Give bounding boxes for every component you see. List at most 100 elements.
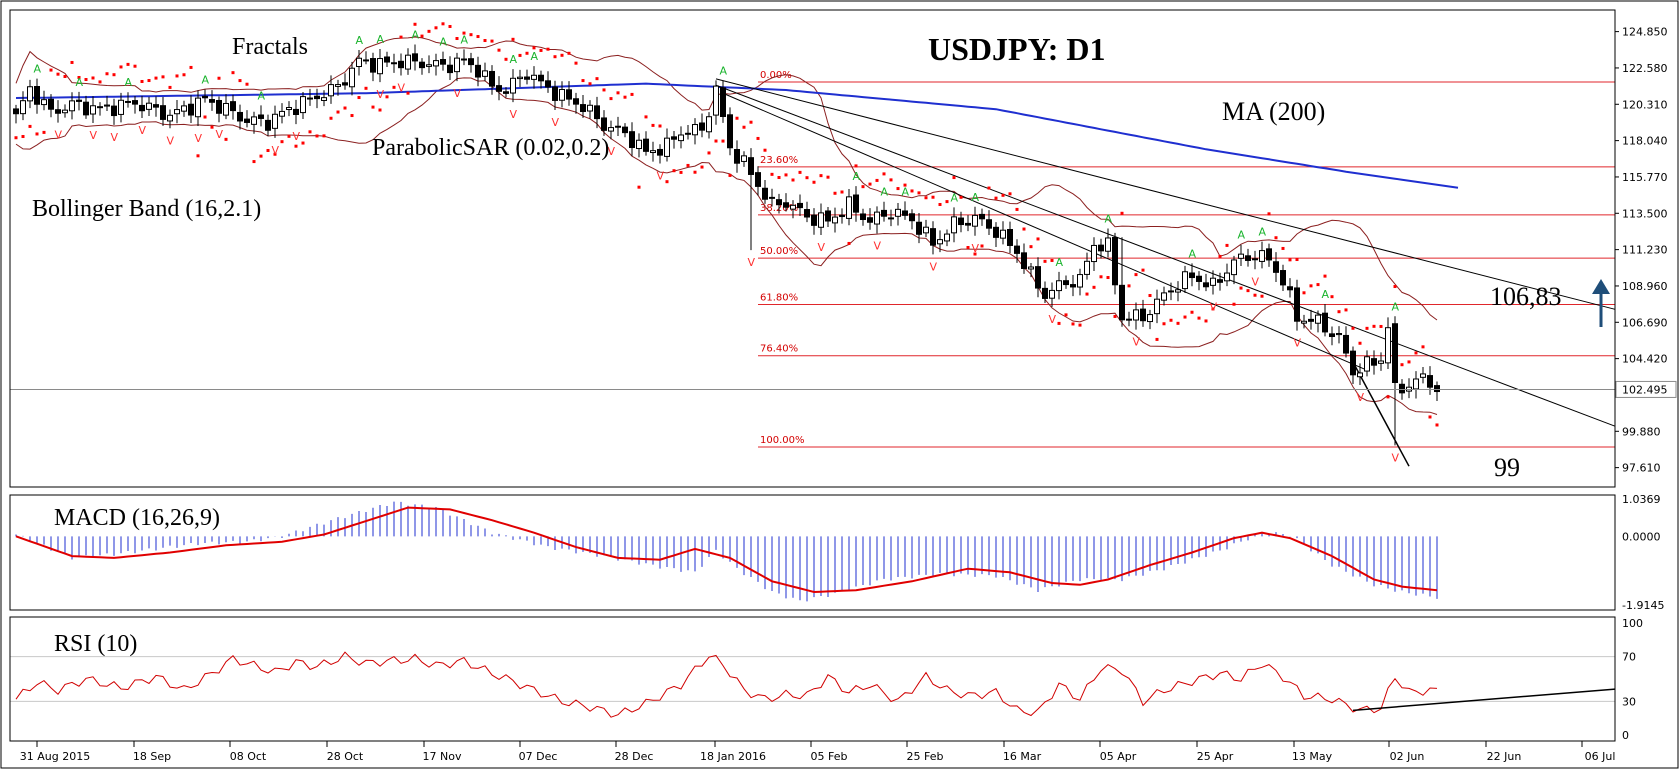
candle-body xyxy=(1238,253,1244,259)
price-axis-label: 111.230 xyxy=(1622,244,1668,257)
sar-dot xyxy=(623,95,627,99)
candle-body xyxy=(741,155,747,162)
candle-body xyxy=(1308,318,1314,322)
sar-dot xyxy=(84,78,88,82)
sar-dot xyxy=(1330,295,1334,299)
fractal-down-marker: V xyxy=(972,242,980,255)
sar-dot xyxy=(119,65,123,69)
candle-body xyxy=(1203,282,1209,288)
time-axis-label: 28 Dec xyxy=(615,750,654,763)
sar-dot xyxy=(1064,313,1068,317)
candle-body xyxy=(1336,333,1342,336)
price-axis-label: 115.770 xyxy=(1622,171,1668,184)
sar-dot xyxy=(217,76,221,80)
candle-body xyxy=(629,131,635,148)
candle-body xyxy=(405,54,411,70)
candle-body xyxy=(1133,309,1139,321)
sar-dot xyxy=(1316,283,1320,287)
candle-body xyxy=(727,114,733,149)
candle-body xyxy=(125,100,131,103)
candle-body xyxy=(20,100,26,115)
sar-dot xyxy=(532,46,536,50)
candle-body xyxy=(209,99,215,103)
sar-dot xyxy=(1407,360,1411,364)
candle-body xyxy=(1042,287,1048,299)
candle-body xyxy=(643,138,649,152)
time-axis-label: 18 Sep xyxy=(133,750,171,763)
candle-body xyxy=(902,210,908,216)
sar-dot xyxy=(707,151,711,155)
rsi-label: RSI (10) xyxy=(54,631,137,657)
sar-dot xyxy=(1428,415,1432,419)
candle-body xyxy=(804,209,810,218)
sar-dot xyxy=(616,91,620,95)
candle-body xyxy=(776,199,782,206)
candle-body xyxy=(608,127,614,132)
sar-dot xyxy=(742,125,746,129)
sar-dot xyxy=(189,65,193,69)
sar-dot xyxy=(896,187,900,191)
sar-dot xyxy=(931,195,935,199)
sar-dot xyxy=(504,57,508,61)
sar-dot xyxy=(693,170,697,174)
sar-dot xyxy=(770,172,774,176)
fractal-down-marker: V xyxy=(55,129,63,142)
sar-dot xyxy=(462,31,466,35)
candle-body xyxy=(356,57,362,68)
sar-dot xyxy=(1267,212,1271,216)
fractal-up-marker: A xyxy=(258,89,266,102)
sar-dot xyxy=(889,178,893,182)
sar-dot xyxy=(476,35,480,39)
sar-dot xyxy=(1351,326,1355,330)
sar-dot xyxy=(1225,243,1229,247)
candle-body xyxy=(615,125,621,128)
sar-dot xyxy=(49,68,53,72)
candle-body xyxy=(986,219,992,229)
candle-body xyxy=(237,111,243,122)
candle-body xyxy=(923,226,929,234)
fractal-down-marker: V xyxy=(216,128,224,141)
candle-body xyxy=(1028,266,1034,270)
rsi-trend-line xyxy=(1352,688,1616,712)
candle-body xyxy=(657,148,663,156)
rsi-axis-label: 100 xyxy=(1622,617,1643,630)
price-axis-label: 113.500 xyxy=(1622,207,1668,220)
sar-dot xyxy=(63,75,67,79)
trend-line-inner xyxy=(722,92,1368,371)
sar-dot xyxy=(644,115,648,119)
price-panel-frame xyxy=(9,9,1616,488)
candle-body xyxy=(1021,252,1027,269)
candle-body xyxy=(328,84,334,97)
sar-dot xyxy=(1015,207,1019,211)
ma-200-label: MA (200) xyxy=(1222,97,1325,126)
sar-dot xyxy=(350,114,354,118)
candle-body xyxy=(468,58,474,66)
candle-body xyxy=(664,137,670,157)
fractal-up-marker: A xyxy=(1322,288,1330,301)
rsi-panel-frame xyxy=(9,616,1616,742)
sar-dot xyxy=(749,120,753,124)
candle-body xyxy=(55,109,61,114)
sar-dot xyxy=(1120,211,1124,215)
sar-dot xyxy=(1274,236,1278,240)
candle-body xyxy=(433,60,439,67)
sar-dot xyxy=(364,86,368,90)
candle-body xyxy=(202,95,208,99)
sar-dot xyxy=(777,176,781,180)
time-axis-label: 08 Oct xyxy=(230,750,267,763)
candle-body xyxy=(1413,378,1419,390)
candle-body xyxy=(1007,228,1013,246)
candle-body xyxy=(1084,260,1090,275)
time-axis-label: 17 Nov xyxy=(423,750,462,763)
sar-dot xyxy=(1337,310,1341,314)
sar-dot xyxy=(1148,294,1152,298)
candle-body xyxy=(552,86,558,101)
sar-dot xyxy=(784,173,788,177)
candle-body xyxy=(230,101,236,112)
candle-body xyxy=(104,104,110,107)
time-axis-label: 22 Jun xyxy=(1487,750,1522,763)
bollinger-band-label: Bollinger Band (16,2.1) xyxy=(32,196,261,222)
fractal-up-marker: A xyxy=(881,186,889,199)
rsi-line xyxy=(15,651,1438,718)
sar-dot xyxy=(938,202,942,206)
